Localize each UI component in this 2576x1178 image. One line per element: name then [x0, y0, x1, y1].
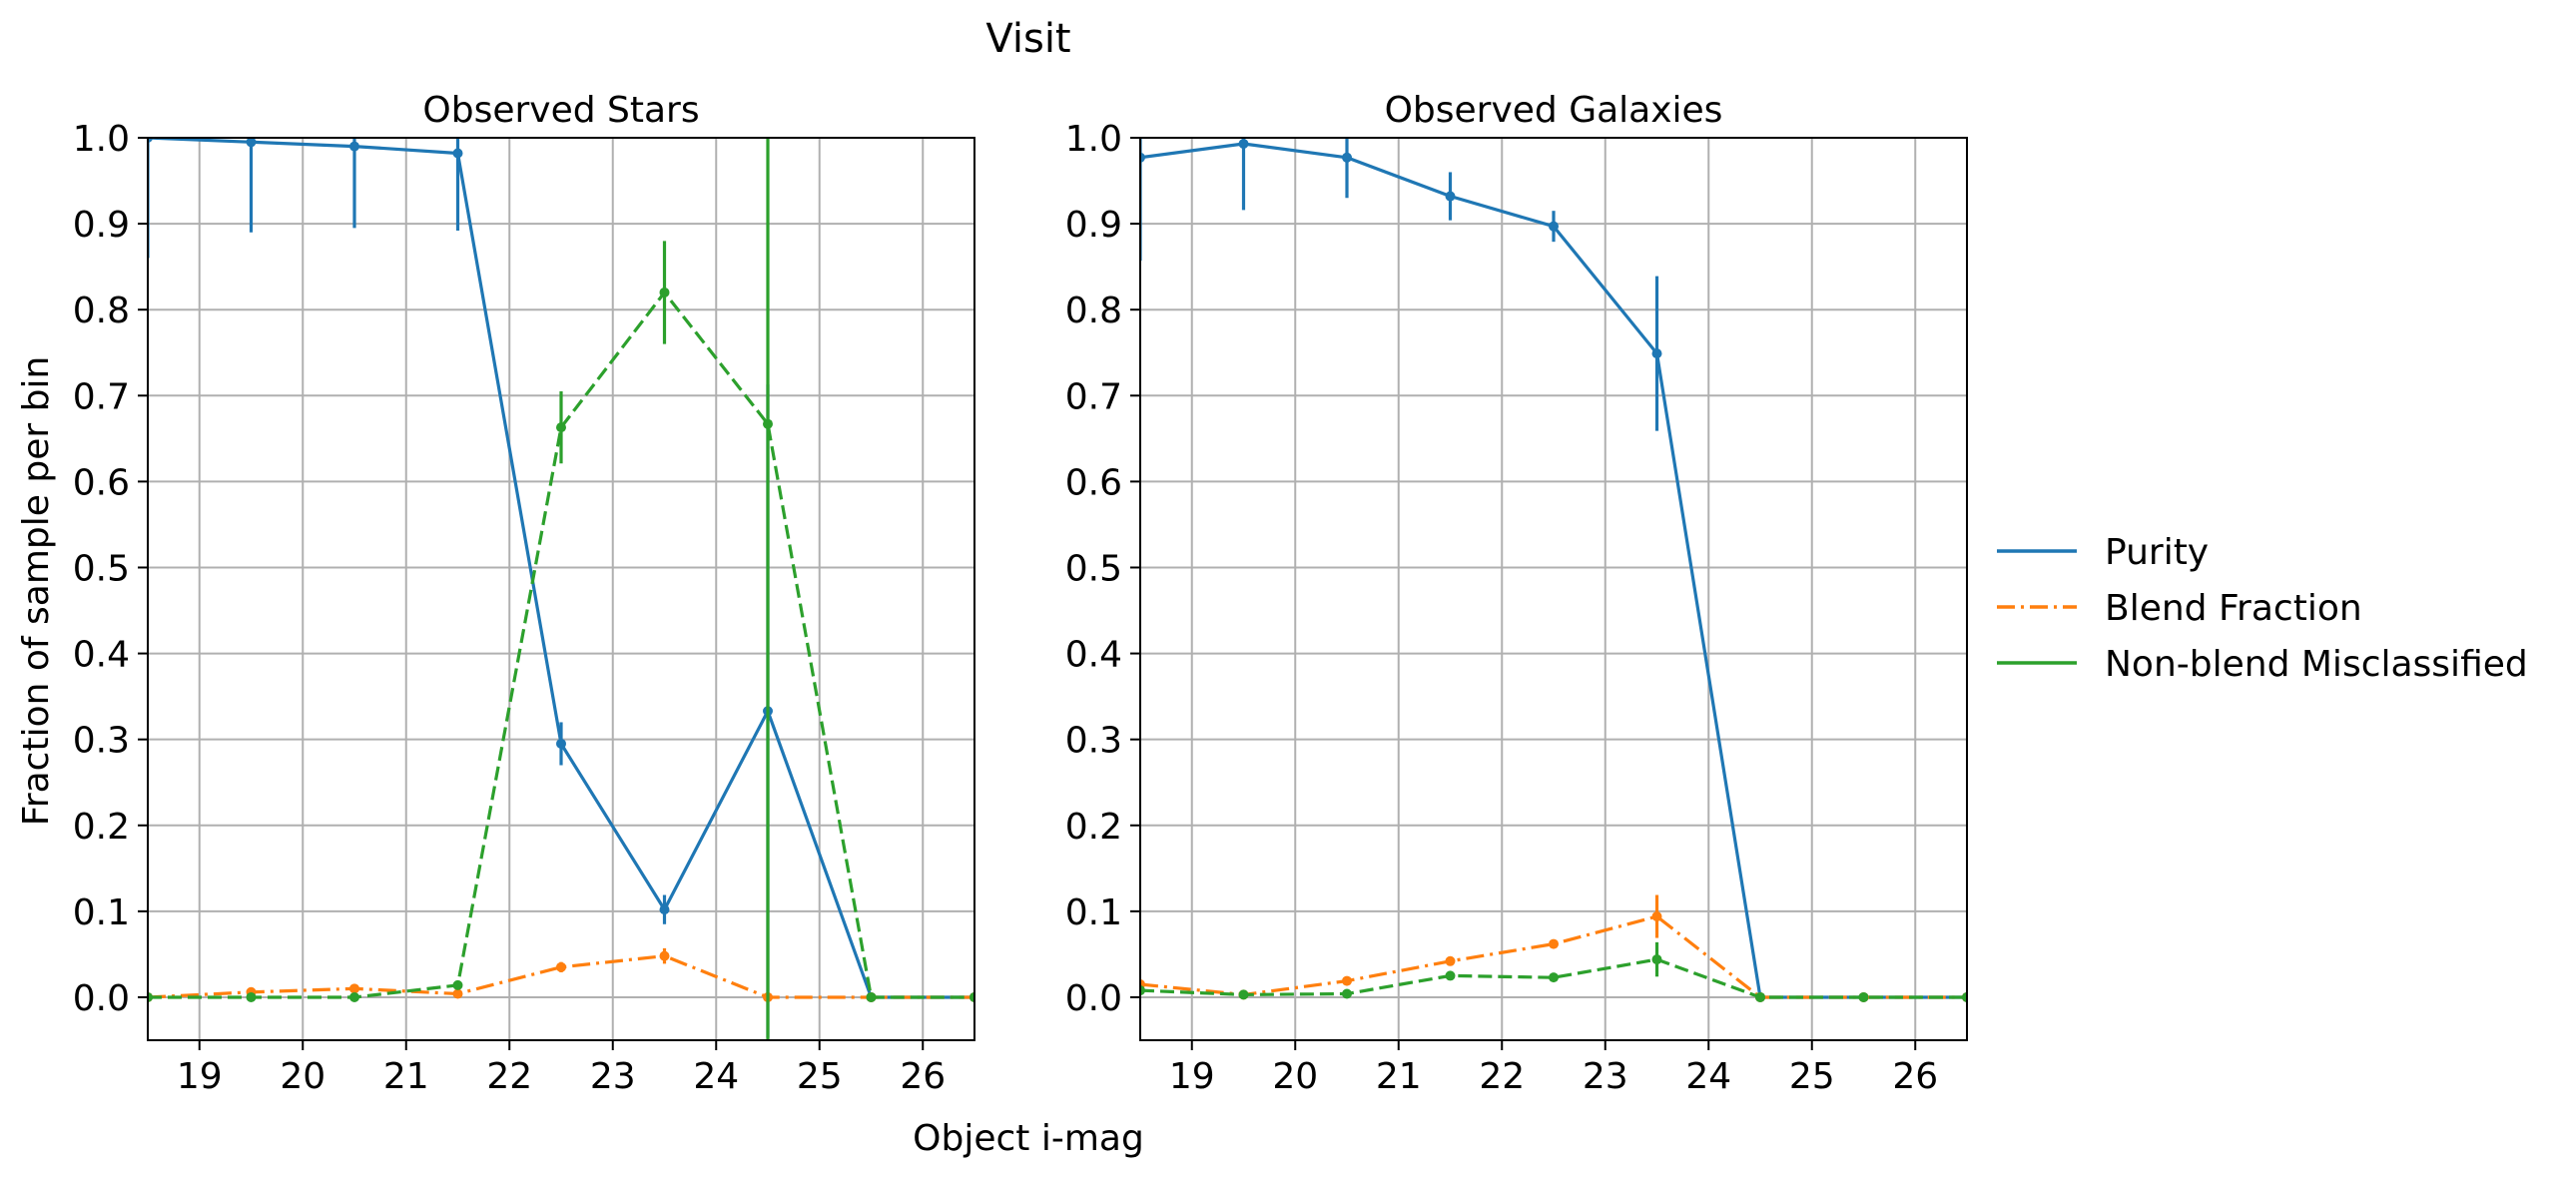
data-point-non-blend-misclassified: [866, 991, 877, 1002]
y-tick-label: 0.6: [1065, 462, 1122, 503]
y-tick-label: 1.0: [73, 119, 130, 160]
panel-title: Observed Galaxies: [1385, 90, 1723, 131]
legend-label-blend-fraction: Blend Fraction: [2105, 588, 2362, 629]
data-point-purity: [246, 138, 257, 148]
y-tick-label: 0.5: [1065, 548, 1122, 589]
panel-1: 19 20 21 22 23 24 25 26 0.0 0.1 0.2 0.3 0.4 0.5 0.6 0.7…: [73, 90, 975, 1097]
panels-group: 19 20 21 22 23 24 25 26 0.0 0.1 0.2 0.3 0.4 0.5 0.6 0.7…: [73, 90, 1968, 1097]
y-tick-label: 0.9: [73, 205, 130, 246]
x-tick-label: 20: [280, 1056, 325, 1097]
x-tick-label: 25: [797, 1056, 843, 1097]
data-point-purity: [556, 738, 566, 749]
data-point-purity: [1238, 139, 1249, 150]
x-tick-label: 26: [900, 1056, 946, 1097]
x-tick-label: 19: [177, 1056, 223, 1097]
y-tick-label: 0.4: [1065, 635, 1122, 676]
data-point-blend-fraction: [1549, 938, 1559, 949]
data-point-purity: [1140, 152, 1145, 163]
y-tick-label: 0.8: [73, 291, 130, 331]
data-point-non-blend-misclassified: [148, 991, 153, 1002]
x-tick-label: 26: [1892, 1056, 1938, 1097]
data-point-purity: [1549, 221, 1559, 232]
legend-label-non-blend-misclassified: Non-blend Misclassified: [2105, 644, 2528, 685]
data-point-blend-fraction: [349, 983, 359, 994]
y-tick-label: 0.7: [1065, 376, 1122, 417]
data-point-non-blend-misclassified: [659, 287, 670, 297]
series-group: [148, 138, 974, 1040]
y-tick-label: 0.2: [73, 807, 130, 848]
y-tick-label: 0.6: [73, 462, 130, 503]
y-tick-label: 0.3: [1065, 721, 1122, 762]
series-line-blend-fraction: [1140, 914, 1967, 999]
data-point-non-blend-misclassified: [1755, 991, 1765, 1002]
data-point-purity: [148, 138, 153, 143]
x-tick-label: 24: [693, 1056, 739, 1097]
x-tick-label: 25: [1789, 1056, 1835, 1097]
y-axis-label: Fraction of sample per bin: [16, 356, 57, 827]
series-line-purity: [1140, 142, 1967, 999]
data-point-non-blend-misclassified: [246, 991, 257, 1002]
data-point-purity: [1445, 191, 1456, 202]
data-point-non-blend-misclassified: [969, 991, 974, 1002]
data-point-non-blend-misclassified: [1858, 991, 1869, 1002]
x-tick-label: 21: [383, 1056, 429, 1097]
series-line-blend-fraction: [148, 953, 974, 999]
data-point-blend-fraction: [1342, 975, 1352, 986]
y-tick-label: 0.8: [1065, 291, 1122, 331]
x-tick-label: 19: [1169, 1056, 1215, 1097]
legend-label-purity: Purity: [2105, 532, 2209, 573]
x-tick-label: 23: [1583, 1056, 1628, 1097]
data-point-non-blend-misclassified: [1140, 985, 1145, 996]
series-group: [1140, 138, 1967, 1002]
data-point-blend-fraction: [1445, 955, 1456, 966]
data-point-blend-fraction: [1651, 911, 1662, 922]
x-tick-label: 20: [1272, 1056, 1318, 1097]
data-point-blend-fraction: [556, 961, 566, 972]
data-point-purity: [1651, 348, 1662, 359]
panel-frame: [1139, 137, 1968, 1041]
data-point-non-blend-misclassified: [349, 991, 359, 1002]
y-tick-label: 0.9: [1065, 205, 1122, 246]
data-point-non-blend-misclassified: [1962, 991, 1967, 1002]
figure-title: Visit: [985, 16, 1070, 62]
data-point-non-blend-misclassified: [1549, 972, 1559, 983]
x-tick-label: 23: [590, 1056, 636, 1097]
data-point-blend-fraction: [659, 950, 670, 961]
data-point-purity: [659, 904, 670, 915]
y-tick-label: 0.0: [1065, 978, 1122, 1019]
data-point-purity: [1342, 152, 1352, 163]
y-tick-label: 0.4: [73, 635, 130, 676]
legend: Purity Blend Fraction Non-blend Misclassif…: [1997, 532, 2528, 685]
data-point-blend-fraction: [452, 988, 463, 999]
data-point-non-blend-misclassified: [1238, 989, 1249, 1000]
x-tick-label: 22: [1479, 1056, 1525, 1097]
y-tick-label: 0.2: [1065, 807, 1122, 848]
y-tick-label: 0.1: [73, 892, 130, 933]
panel-title: Observed Stars: [422, 90, 699, 131]
x-tick-label: 24: [1685, 1056, 1731, 1097]
y-tick-label: 1.0: [1065, 119, 1122, 160]
y-tick-label: 0.0: [73, 978, 130, 1019]
y-tick-label: 0.3: [73, 721, 130, 762]
y-tick-label: 0.1: [1065, 892, 1122, 933]
y-tick-label: 0.7: [73, 376, 130, 417]
data-point-non-blend-misclassified: [556, 422, 566, 433]
data-point-non-blend-misclassified: [1342, 988, 1352, 999]
data-point-purity: [349, 141, 359, 152]
data-point-non-blend-misclassified: [763, 418, 773, 429]
x-tick-label: 22: [486, 1056, 532, 1097]
data-point-purity: [452, 148, 463, 159]
panel-2: 19 20 21 22 23 24 25 26 0.0 0.1 0.2 0.3 0.4 0.5 0.6 0.7…: [1065, 90, 1968, 1097]
data-point-non-blend-misclassified: [1651, 954, 1662, 965]
x-axis-label: Object i-mag: [913, 1118, 1144, 1159]
x-tick-label: 21: [1376, 1056, 1422, 1097]
panel-frame: [147, 137, 975, 1041]
data-point-non-blend-misclassified: [1445, 970, 1456, 981]
y-tick-label: 0.5: [73, 548, 130, 589]
series-line-non-blend-misclassified: [148, 291, 974, 999]
data-point-non-blend-misclassified: [452, 979, 463, 990]
